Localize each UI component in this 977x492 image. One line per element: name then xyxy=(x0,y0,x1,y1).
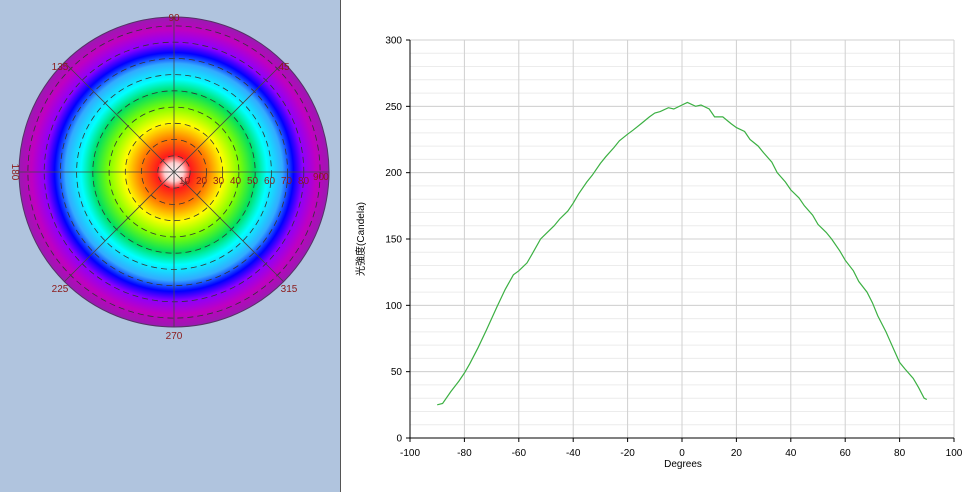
polar-radial-label-40: 40 xyxy=(230,176,242,187)
polar-angle-label-45: 45 xyxy=(278,62,290,73)
polar-angle-label-90: 90 xyxy=(168,13,180,24)
x-axis-label: Degrees xyxy=(664,459,702,470)
polar-angle-label-225: 225 xyxy=(52,284,69,295)
x-tick-label: -80 xyxy=(457,448,472,459)
x-tick-label: 60 xyxy=(840,448,852,459)
chart-grid xyxy=(410,40,954,438)
y-tick-label: 0 xyxy=(396,434,402,445)
polar-angle-label-135: 135 xyxy=(52,62,69,73)
x-tick-label: 40 xyxy=(785,448,797,459)
y-tick-label: 250 xyxy=(385,102,402,113)
x-tick-label: -60 xyxy=(512,448,527,459)
x-tick-label: 0 xyxy=(679,448,685,459)
polar-radial-label-70: 70 xyxy=(281,176,293,187)
polar-angle-label-180: 180 xyxy=(9,164,20,181)
intensity-line-chart: -100 -80 -60 -40 -20 0 20 40 60 80 100 0 50 100 150 20… xyxy=(342,0,977,492)
polar-radial-label-30: 30 xyxy=(213,176,225,187)
polar-angle-label-270: 270 xyxy=(166,331,183,342)
polar-radial-label-10: 10 xyxy=(179,176,191,187)
y-tick-label: 150 xyxy=(385,235,402,246)
y-tick-label: 50 xyxy=(391,367,403,378)
x-tick-label: -40 xyxy=(566,448,581,459)
x-tick-label: -100 xyxy=(400,448,420,459)
polar-intensity-panel: 90 45 0 315 270 225 180 135 10 20 30 40 … xyxy=(0,0,341,492)
polar-radial-label-50: 50 xyxy=(247,176,259,187)
polar-radial-label-20: 20 xyxy=(196,176,208,187)
x-axis-ticks: -100 -80 -60 -40 -20 0 20 40 60 80 100 xyxy=(400,438,963,459)
intensity-line-chart-panel: -100 -80 -60 -40 -20 0 20 40 60 80 100 0 50 100 150 20… xyxy=(342,0,977,492)
x-tick-label: 80 xyxy=(894,448,906,459)
polar-angle-label-315: 315 xyxy=(281,284,298,295)
x-tick-label: -20 xyxy=(620,448,635,459)
y-tick-label: 200 xyxy=(385,168,402,179)
y-axis-label: 光強度(Candela) xyxy=(354,202,367,276)
polar-radial-label-60: 60 xyxy=(264,176,276,187)
y-axis-ticks: 0 50 100 150 200 250 300 xyxy=(385,36,410,445)
polar-radial-label-80: 80 xyxy=(298,176,310,187)
polar-radial-label-90: 90 xyxy=(313,172,325,183)
y-tick-label: 100 xyxy=(385,301,402,312)
y-tick-label: 300 xyxy=(385,36,402,47)
x-tick-label: 20 xyxy=(731,448,743,459)
polar-intensity-plot: 90 45 0 315 270 225 180 135 10 20 30 40 … xyxy=(0,0,341,492)
x-tick-label: 100 xyxy=(946,448,963,459)
